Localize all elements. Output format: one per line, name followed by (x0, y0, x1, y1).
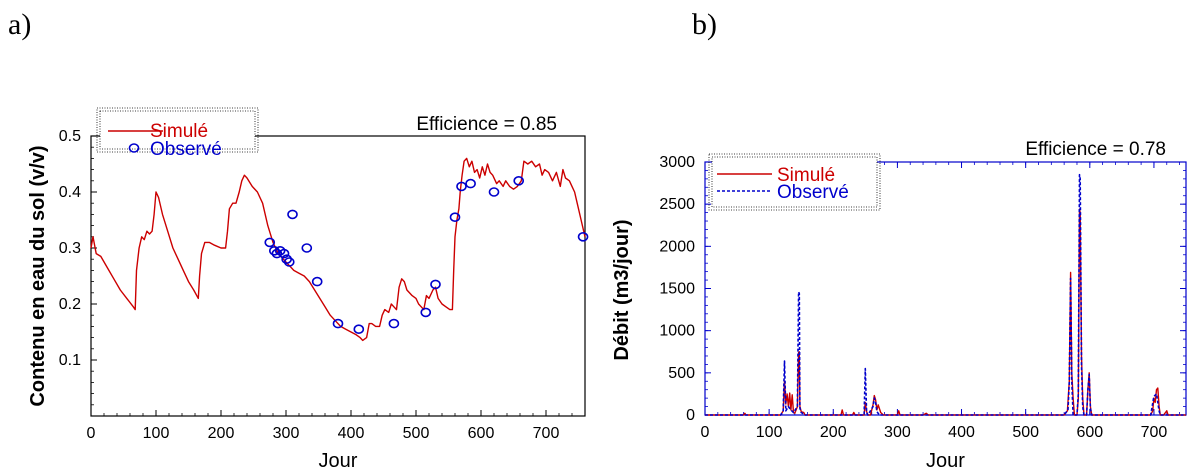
x-tick-label: 0 (701, 424, 710, 441)
chart-b: 0 100 200 300 400 500 600 700 0 500 1000 1500 2000 25… (611, 139, 1187, 472)
x-tick-label: 400 (948, 424, 975, 441)
data-point (271, 248, 283, 259)
series-line (705, 173, 1186, 416)
y-axis-label: Débit (m3/jour) (611, 219, 633, 360)
legend-label: Observé (777, 182, 849, 203)
series-1 (705, 208, 1186, 416)
series-2 (264, 176, 589, 335)
y-tick-label: 0.5 (59, 128, 81, 145)
series-line (90, 157, 586, 342)
data-point (353, 324, 365, 335)
y-tick-label: 1500 (659, 281, 695, 298)
y-tick-label: 0.4 (59, 184, 81, 201)
x-tick-label: 0 (87, 425, 96, 442)
x-tick-label: 300 (884, 424, 911, 441)
data-point (488, 187, 500, 197)
y-tick-label: 2000 (659, 238, 695, 255)
data-point (264, 237, 276, 248)
series-line (705, 208, 1186, 416)
legend-frame-outer (96, 107, 259, 153)
y-tick-label: 0.2 (59, 296, 81, 313)
y-tick-label: 1000 (659, 323, 695, 340)
y-tick-label: 0.1 (59, 352, 81, 369)
data-point (332, 318, 344, 329)
x-tick-label: 400 (338, 425, 365, 442)
data-point (465, 178, 476, 189)
x-tick-label: 600 (1076, 424, 1103, 441)
panel-letter-b: b) (692, 8, 717, 41)
x-tick-label: 200 (208, 425, 235, 442)
y-axis-label: Contenu en eau du sol (v/v) (27, 145, 49, 406)
data-point (287, 209, 298, 220)
x-tick-label: 700 (533, 425, 560, 442)
legend-label: Simulé (150, 121, 208, 142)
legend-frame (711, 156, 878, 208)
plot-frame (90, 135, 586, 417)
x-tick-label: 500 (1012, 424, 1039, 441)
x-axis-label: Jour (926, 450, 965, 472)
x-tick-label: 300 (273, 425, 300, 442)
y-tick-label: 500 (668, 365, 695, 382)
data-point (268, 246, 280, 256)
y-tick-label: 2500 (659, 196, 695, 213)
data-point (388, 318, 400, 329)
legend-label: Simulé (777, 165, 835, 186)
y-tick-label: 3000 (659, 154, 695, 171)
data-point (283, 257, 295, 267)
y-tick-label: 0 (686, 407, 695, 424)
data-point (456, 181, 467, 192)
series-1 (90, 157, 586, 342)
data-point (513, 176, 525, 186)
data-point (430, 279, 441, 290)
legend-label: Observé (150, 139, 222, 160)
x-axis-label: Jour (319, 450, 358, 472)
legend-frame (99, 110, 256, 150)
legend-swatch (128, 143, 140, 153)
x-tick-label: 200 (820, 424, 847, 441)
data-point (577, 232, 589, 242)
efficiency-annotation: Efficience = 0.78 (1025, 139, 1166, 160)
data-point (301, 243, 313, 253)
chart-a: 0 100 200 300 400 500 600 700 0.1 0.2 0.3 0.4 0.5 Jou… (27, 107, 589, 472)
series-2 (705, 173, 1186, 416)
data-point (281, 254, 292, 265)
x-tick-label: 700 (1141, 424, 1168, 441)
x-tick-label: 600 (468, 425, 495, 442)
efficiency-annotation: Efficience = 0.85 (416, 114, 557, 135)
x-tick-label: 500 (403, 425, 430, 442)
panel-letter-a: a) (8, 8, 32, 41)
legend-frame-outer (708, 153, 881, 211)
data-point (311, 276, 323, 287)
data-point (449, 212, 461, 222)
y-tick-label: 0.3 (59, 240, 81, 257)
data-point (420, 307, 432, 318)
x-tick-label: 100 (756, 424, 783, 441)
x-tick-label: 100 (143, 425, 170, 442)
data-point (278, 248, 290, 259)
